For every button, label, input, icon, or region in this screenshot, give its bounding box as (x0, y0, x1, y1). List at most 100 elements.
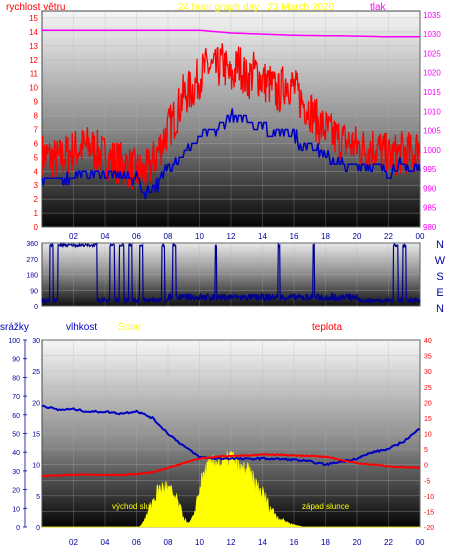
solar-label: Solar (118, 322, 142, 333)
wind-speed-tick-label: 12 (29, 56, 38, 65)
pressure-tick-label: 1035 (423, 11, 441, 20)
rain-tick-label: 10 (12, 506, 20, 513)
temp-tick-label: -10 (424, 494, 434, 501)
humidity-tick-label: 0 (36, 525, 40, 532)
wind-direction-line (41, 242, 421, 305)
wind-time-tick-label: 02 (69, 232, 78, 241)
wind-pressure-chart: 0123456789101112131415980985990995100010… (6, 2, 441, 241)
pressure-line (42, 29, 420, 38)
humidity-tick-label: 30 (32, 338, 40, 345)
wind-series (41, 29, 421, 200)
compass-label: N (436, 239, 444, 251)
wind-speed-tick-label: 9 (34, 98, 39, 107)
temp-time-tick-label: 00 (416, 538, 425, 547)
wind-time-tick-label: 04 (101, 232, 110, 241)
rain-tick-label: 30 (12, 469, 20, 476)
wind-axis-ticks: 0123456789101112131415980985990995100010… (29, 11, 441, 241)
temp-tick-label: 25 (424, 385, 432, 392)
pressure-tick-label: 1015 (423, 88, 441, 97)
humidity-tick-label: 15 (32, 432, 40, 439)
wind-speed-axis-label: rychlost větru (6, 2, 65, 13)
rain-humidity-temp-chart: -20-15-10-505101520253035400102030405060… (0, 322, 434, 547)
pressure-tick-label: 1000 (423, 146, 441, 155)
wind-speed-tick-label: 1 (34, 209, 39, 218)
wind-time-tick-label: 14 (258, 232, 267, 241)
direction-series (41, 242, 421, 305)
temperature-line (41, 453, 421, 478)
wind-speed-tick-label: 14 (29, 28, 38, 37)
wind-speed-tick-label: 3 (34, 181, 39, 190)
temp-tick-label: 30 (424, 369, 432, 376)
pressure-tick-label: 1020 (423, 69, 441, 78)
temp-time-tick-label: 02 (69, 538, 78, 547)
rain-tick-label: 100 (8, 338, 20, 345)
humidity-line (41, 404, 420, 467)
temp-gridlines (42, 339, 421, 528)
temp-time-tick-label: 10 (195, 538, 204, 547)
direction-gridlines (42, 242, 421, 307)
compass-label: W (435, 255, 446, 267)
wind-chart-title: 24 hour graph day : 23 March 2020 (178, 2, 335, 13)
wind-speed-tick-label: 2 (34, 195, 39, 204)
pressure-axis-label: tlak (370, 2, 387, 13)
pressure-tick-label: 1025 (423, 49, 441, 58)
compass-label: E (436, 287, 443, 299)
temp-tick-label: 35 (424, 354, 432, 361)
rain-tick-label: 60 (12, 413, 20, 420)
wind-time-tick-label: 08 (164, 232, 173, 241)
direction-tick-label: 270 (26, 257, 38, 264)
wind-time-tick-label: 18 (321, 232, 330, 241)
wind-time-tick-label: 16 (290, 232, 299, 241)
compass-label: N (436, 303, 444, 315)
rain-tick-label: 90 (12, 357, 20, 364)
wind-speed-tick-label: 10 (29, 84, 38, 93)
pressure-tick-label: 1010 (423, 107, 441, 116)
temp-time-tick-label: 04 (101, 538, 110, 547)
rain-tick-label: 20 (12, 488, 20, 495)
wind-speed-line (41, 108, 421, 200)
wind-speed-tick-label: 6 (34, 139, 39, 148)
temp-time-tick-label: 18 (321, 538, 330, 547)
temp-time-tick-label: 20 (353, 538, 362, 547)
wind-speed-tick-label: 4 (34, 167, 39, 176)
wind-speed-tick-label: 5 (34, 153, 39, 162)
temp-tick-label: 10 (424, 432, 432, 439)
temp-series (41, 404, 421, 478)
humidity-tick-label: 10 (32, 463, 40, 470)
temp-tick-label: -5 (424, 478, 430, 485)
humidity-tick-label: 5 (36, 494, 40, 501)
temp-tick-label: 15 (424, 416, 432, 423)
temp-axis-ticks: -20-15-10-505101520253035400102030405060… (8, 338, 434, 547)
compass-label: S (436, 271, 443, 283)
sunset-annotation: západ slunce (302, 502, 350, 511)
wind-speed-tick-label: 11 (30, 70, 39, 79)
wind-speed-tick-label: 7 (34, 125, 39, 134)
wind-time-tick-label: 10 (195, 232, 204, 241)
humidity-tick-label: 20 (32, 400, 40, 407)
wind-time-tick-label: 20 (353, 232, 362, 241)
temp-time-tick-label: 12 (227, 538, 236, 547)
rain-tick-label: 70 (12, 394, 20, 401)
temp-tick-label: -15 (424, 509, 434, 516)
temp-time-tick-label: 14 (258, 538, 267, 547)
humidity-tick-label: 25 (32, 369, 40, 376)
pressure-tick-label: 1005 (423, 127, 441, 136)
direction-tick-label: 90 (30, 288, 38, 295)
temp-tick-label: -20 (424, 525, 434, 532)
temp-time-tick-label: 06 (132, 538, 141, 547)
pressure-tick-label: 995 (423, 165, 437, 174)
temp-tick-label: 40 (424, 338, 432, 345)
sunrise-annotation: východ slunce (112, 502, 163, 511)
wind-time-tick-label: 00 (416, 232, 425, 241)
direction-tick-label: 0 (34, 304, 38, 311)
wind-time-tick-label: 22 (384, 232, 393, 241)
rain-tick-label: 50 (12, 432, 20, 439)
temp-tick-label: 20 (424, 400, 432, 407)
rain-tick-label: 80 (12, 375, 20, 382)
pressure-tick-label: 980 (423, 223, 437, 232)
rain-tick-label: 0 (16, 525, 20, 532)
wind-speed-tick-label: 8 (34, 112, 39, 121)
wind-speed-tick-label: 13 (29, 42, 38, 51)
